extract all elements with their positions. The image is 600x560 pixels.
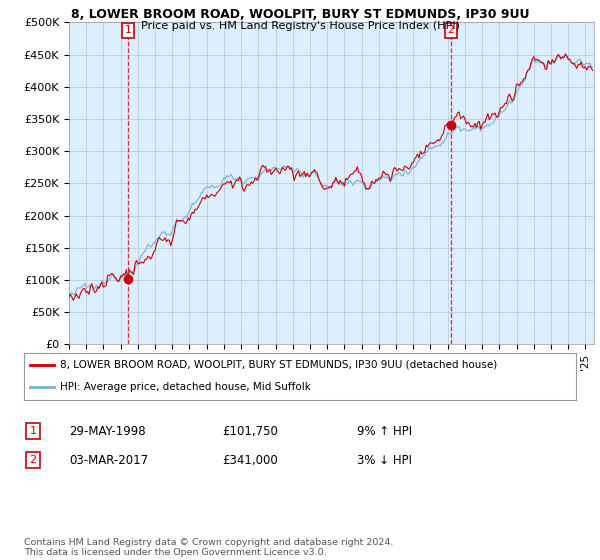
Text: 3% ↓ HPI: 3% ↓ HPI — [357, 454, 412, 467]
Text: Price paid vs. HM Land Registry's House Price Index (HPI): Price paid vs. HM Land Registry's House … — [140, 21, 460, 31]
Text: 1: 1 — [125, 25, 131, 35]
Text: 8, LOWER BROOM ROAD, WOOLPIT, BURY ST EDMUNDS, IP30 9UU (detached house): 8, LOWER BROOM ROAD, WOOLPIT, BURY ST ED… — [60, 360, 497, 370]
Text: 03-MAR-2017: 03-MAR-2017 — [69, 454, 148, 467]
Text: 9% ↑ HPI: 9% ↑ HPI — [357, 424, 412, 438]
Text: £341,000: £341,000 — [222, 454, 278, 467]
Text: Contains HM Land Registry data © Crown copyright and database right 2024.
This d: Contains HM Land Registry data © Crown c… — [24, 538, 394, 557]
Text: 2: 2 — [448, 25, 454, 35]
Text: 1: 1 — [29, 426, 37, 436]
Text: 8, LOWER BROOM ROAD, WOOLPIT, BURY ST EDMUNDS, IP30 9UU: 8, LOWER BROOM ROAD, WOOLPIT, BURY ST ED… — [71, 8, 529, 21]
Text: 29-MAY-1998: 29-MAY-1998 — [69, 424, 146, 438]
Text: HPI: Average price, detached house, Mid Suffolk: HPI: Average price, detached house, Mid … — [60, 382, 311, 392]
Text: £101,750: £101,750 — [222, 424, 278, 438]
Text: 2: 2 — [29, 455, 37, 465]
